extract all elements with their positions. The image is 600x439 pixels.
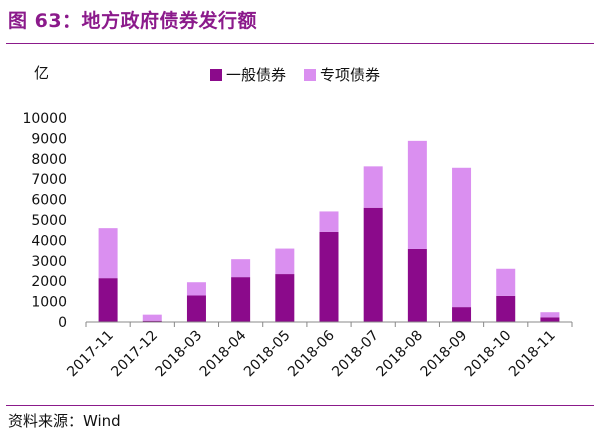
y-tick-label: 6000 (31, 193, 67, 209)
source-divider (6, 405, 594, 406)
bar-special (186, 282, 206, 296)
bar-general (407, 248, 427, 322)
y-tick-label: 9000 (31, 131, 67, 147)
x-tick-label: 2018-05 (241, 328, 294, 381)
x-tick-label: 2018-10 (462, 328, 515, 381)
legend-item-general: 一般债券 (210, 64, 286, 85)
x-tick-label: 2017-12 (108, 328, 161, 381)
bar-general (452, 307, 472, 322)
bar-general (98, 278, 118, 322)
bar-special (142, 314, 162, 321)
bar-chart: 0 1000 2000 3000 4000 5000 6000 7000 8000 9000 100… (22, 111, 573, 381)
x-tick-label: 2017-11 (64, 328, 117, 381)
x-tick-label: 2018-09 (418, 328, 471, 381)
y-tick-label: 7000 (31, 172, 67, 188)
y-tick-label: 1000 (31, 295, 67, 311)
bar-special (496, 268, 516, 296)
chart-legend: 一般债券 专项债券 (210, 64, 398, 85)
x-tick-label: 2018-07 (329, 328, 382, 381)
bar-special (231, 259, 251, 278)
y-tick-label: 10000 (22, 111, 67, 127)
x-tick-label: 2018-08 (374, 328, 427, 381)
y-tick-label: 5000 (31, 213, 67, 229)
bar-special (452, 167, 472, 308)
bar-special (540, 312, 560, 318)
x-tick-label: 2018-06 (285, 327, 338, 380)
bar-special (275, 248, 295, 275)
bar-general (275, 274, 295, 322)
legend-swatch-general (210, 68, 222, 81)
bar-special (319, 211, 339, 232)
bar-special (363, 166, 383, 208)
bar-general (319, 231, 339, 322)
y-tick-label: 2000 (31, 274, 67, 290)
legend-label-general: 一般债券 (226, 66, 287, 84)
y-tick-label: 8000 (31, 152, 67, 168)
page-title: 图 63：地方政府债券发行额 (8, 10, 258, 32)
legend-swatch-special (304, 68, 317, 81)
x-tick-label: 2018-04 (197, 327, 250, 380)
x-tick-label: 2018-03 (153, 328, 206, 381)
source-note: 资料来源：Wind (8, 412, 121, 430)
legend-item-special: 专项债券 (304, 64, 380, 85)
bar-special (98, 228, 118, 279)
bar-special (407, 140, 427, 249)
y-tick-label: 0 (58, 315, 67, 331)
title-divider (6, 43, 594, 44)
bar-general (496, 295, 516, 322)
x-tick-label: 2018-11 (506, 328, 559, 381)
bar-general (142, 320, 162, 322)
y-tick-label: 4000 (31, 233, 67, 249)
bar-general (231, 277, 251, 322)
bar-general (540, 317, 560, 322)
bar-general (186, 295, 206, 322)
y-axis-unit: 亿 (34, 64, 50, 82)
y-tick-label: 3000 (31, 254, 67, 270)
bar-general (363, 207, 383, 322)
legend-label-special: 专项债券 (320, 66, 381, 84)
